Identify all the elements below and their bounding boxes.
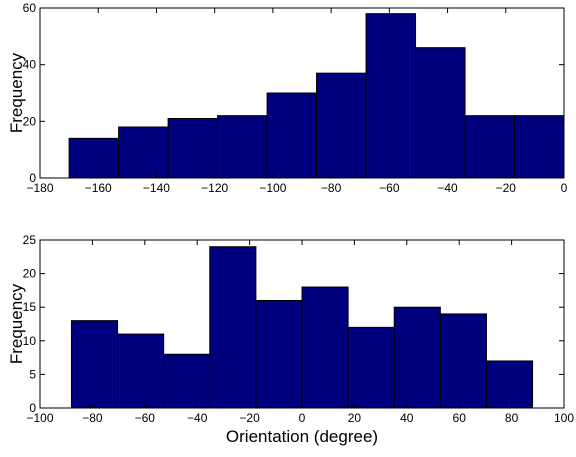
x-tick-label: −40	[437, 181, 458, 195]
x-tick-label: −60	[379, 181, 400, 195]
y-tick-label: 0	[29, 171, 36, 185]
histogram-bar	[514, 115, 565, 179]
x-tick-label: −100	[26, 411, 53, 425]
x-tick-label: 60	[453, 411, 467, 425]
histogram-bar	[316, 72, 367, 179]
histogram-bar	[485, 360, 534, 409]
x-tick-label: 40	[400, 411, 414, 425]
x-tick-label: −80	[82, 411, 103, 425]
x-tick-label: −80	[321, 181, 342, 195]
y-tick-label: 15	[23, 300, 37, 314]
y-tick-label: 0	[29, 401, 36, 415]
y-tick-label: 10	[23, 334, 37, 348]
histogram-bar	[167, 118, 219, 179]
y-tick-label: 20	[23, 267, 37, 281]
histogram-bar	[217, 115, 268, 179]
x-tick-label: −100	[259, 181, 286, 195]
y-tick-label: 5	[29, 367, 36, 381]
x-tick-label: −60	[135, 411, 156, 425]
x-tick-label: −140	[143, 181, 170, 195]
plot-frame	[39, 7, 565, 179]
x-tick-label: −20	[496, 181, 517, 195]
y-tick-label: 25	[23, 233, 37, 247]
histogram-bar	[365, 13, 417, 179]
y-tick-label: 40	[23, 58, 37, 72]
histogram-bar	[255, 299, 303, 409]
x-axis-label: Orientation (degree)	[226, 427, 378, 446]
top-histogram: −180 −160 −140 −120 −100 −80 −60 −40 −20 0 0 20 40 60…	[7, 1, 568, 195]
y-tick-label: 20	[23, 114, 37, 128]
x-tick-label: −20	[239, 411, 260, 425]
histogram-bar	[68, 137, 120, 179]
histogram-bar	[70, 320, 119, 409]
x-tick-label: 80	[505, 411, 519, 425]
y-axis-label: Frequency	[7, 283, 26, 364]
histogram-bar	[347, 326, 395, 409]
histogram-bar	[266, 92, 318, 179]
histogram-bar	[464, 115, 516, 179]
x-tick-label: −160	[85, 181, 112, 195]
histogram-bar	[393, 306, 441, 409]
x-tick-label: −180	[26, 181, 53, 195]
x-tick-label: 100	[554, 411, 574, 425]
y-tick-label: 60	[23, 1, 37, 15]
y-axis-label: Frequency	[7, 52, 26, 133]
histogram-bar	[301, 286, 349, 409]
x-tick-label: −40	[187, 411, 208, 425]
histogram-bar	[415, 47, 466, 179]
x-tick-label: −120	[201, 181, 228, 195]
histogram-bar	[118, 126, 169, 179]
x-tick-label: 0	[561, 181, 568, 195]
x-tick-label: 20	[348, 411, 362, 425]
x-tick-label: 0	[299, 411, 306, 425]
histogram-bar	[163, 353, 211, 409]
histogram-bar	[209, 246, 257, 409]
histogram-bar	[439, 313, 487, 409]
histogram-bar	[117, 333, 165, 409]
bottom-histogram: −100 −80 −60 −40 −20 0 20 40 60 80 100 0 5 10 15 20 25 Fr…	[7, 233, 574, 446]
